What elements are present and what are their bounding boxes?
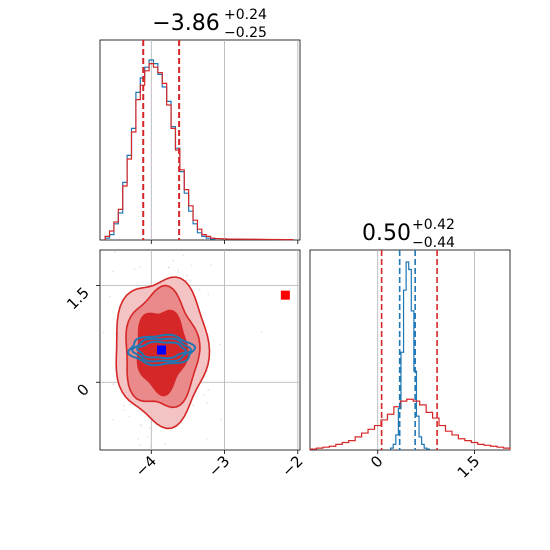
sample-point xyxy=(206,401,208,404)
sample-point xyxy=(129,403,132,406)
marker-square-0 xyxy=(157,345,167,355)
panel-bottom-right-grid xyxy=(377,250,475,450)
sample-point xyxy=(207,389,210,391)
tick-label-x-1: 1.5 xyxy=(454,452,484,482)
panel-bottom-left-content xyxy=(102,251,290,448)
panel-top-left-grid xyxy=(150,40,299,240)
tick-label-y-0: 0 xyxy=(73,380,92,399)
sample-point xyxy=(224,287,226,289)
sample-point xyxy=(186,274,188,277)
title-bottom-right-plus: +0.42 xyxy=(412,217,455,233)
title-bottom-right-value: 0.50 xyxy=(362,221,411,246)
tick-label-x-1: −3 xyxy=(205,452,233,480)
panel-top-left-ticks xyxy=(150,240,299,244)
sample-point xyxy=(172,260,175,262)
sample-point xyxy=(164,443,166,445)
sample-point xyxy=(128,415,131,418)
hist-series-1 xyxy=(104,63,294,241)
sample-point xyxy=(182,254,185,257)
panel-top-left-content xyxy=(104,40,294,241)
sample-point xyxy=(139,266,142,268)
sample-point xyxy=(109,295,111,298)
panel-top-left-title: −3.86 xyxy=(152,11,219,36)
title-top-left-minus: −0.25 xyxy=(224,25,267,41)
sample-point xyxy=(203,394,205,396)
sample-point xyxy=(167,266,170,269)
sample-point xyxy=(189,279,192,281)
title-top-left-value: −3.86 xyxy=(152,11,219,36)
sample-point xyxy=(112,383,115,385)
sample-point xyxy=(140,425,143,427)
hist-series-1 xyxy=(309,398,511,450)
sample-point xyxy=(137,438,140,440)
sample-point xyxy=(148,427,151,429)
sample-point xyxy=(112,270,114,272)
marker-square-1 xyxy=(280,290,290,300)
sample-point xyxy=(112,418,114,421)
sample-point xyxy=(177,269,179,271)
sample-point xyxy=(177,271,179,274)
sample-point xyxy=(198,289,201,292)
panel-bottom-right-frame xyxy=(309,249,511,451)
sample-point xyxy=(219,343,221,346)
sample-point xyxy=(102,331,105,334)
panel-bottom-right-content xyxy=(309,250,511,450)
panel-top-left: −3.86 +0.24 −0.25 xyxy=(99,7,301,244)
sample-point xyxy=(190,264,193,267)
panel-bottom-right-ticks: 0 1.5 xyxy=(367,450,483,482)
title-bottom-right-minus: −0.44 xyxy=(412,235,455,251)
sample-point xyxy=(210,264,212,266)
sample-point xyxy=(139,444,142,446)
sample-point xyxy=(133,268,136,270)
tick-label-x-2: −2 xyxy=(278,452,306,480)
tick-label-y-1: 1.5 xyxy=(63,284,93,314)
tick-label-x-0: 0 xyxy=(367,452,386,471)
sample-point xyxy=(192,404,195,407)
sample-point xyxy=(139,423,142,426)
sample-point xyxy=(123,409,125,411)
sample-point xyxy=(220,418,222,420)
contour-blue-2 xyxy=(127,333,197,367)
sample-point xyxy=(146,436,149,438)
sample-point xyxy=(151,421,153,423)
contour-blue-0 xyxy=(135,340,188,360)
sample-point xyxy=(149,445,152,448)
hist-series-0 xyxy=(390,261,430,450)
sample-point xyxy=(102,381,104,384)
contour-blue-1 xyxy=(131,337,192,363)
panel-bottom-right: 0 1.5 0.50 +0.42 −0.44 xyxy=(309,217,511,482)
sample-point xyxy=(207,293,210,296)
sample-point xyxy=(205,438,208,440)
title-top-left-plus: +0.24 xyxy=(224,7,267,23)
sample-point xyxy=(260,331,263,333)
panel-top-left-frame xyxy=(99,39,301,241)
sample-point xyxy=(123,404,125,407)
tick-label-x-0: −4 xyxy=(132,452,160,480)
sample-point xyxy=(186,279,188,281)
sample-point xyxy=(114,251,116,254)
panel-bottom-left: −4 −3 −2 0 1.5 xyxy=(63,249,307,480)
sample-point xyxy=(206,370,209,372)
